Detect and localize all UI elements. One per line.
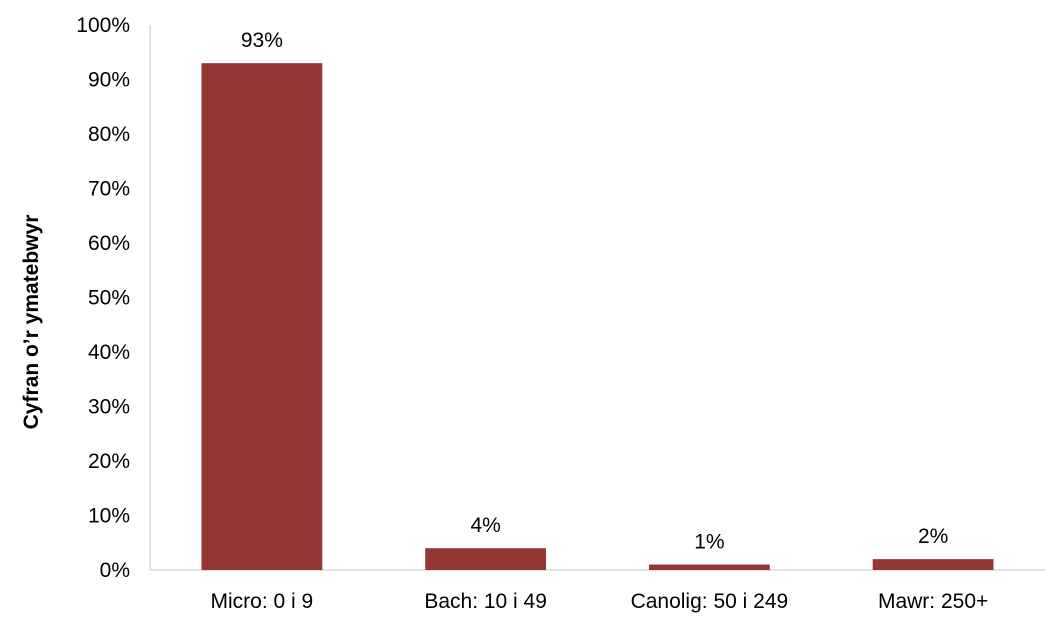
data-label: 2% — [918, 525, 948, 548]
y-tick-label: 30% — [88, 396, 130, 419]
y-tick-label: 60% — [88, 232, 130, 255]
y-tick-label: 50% — [88, 287, 130, 310]
x-axis-categories: Micro: 0 i 9 Bach: 10 i 49 Canolig: 50 i 2… — [211, 590, 989, 613]
y-tick-label: 100% — [76, 14, 130, 37]
bar — [425, 548, 547, 570]
y-tick-label: 70% — [88, 178, 130, 201]
y-tick-label: 90% — [88, 69, 130, 92]
x-category-label: Canolig: 50 i 249 — [631, 590, 789, 613]
data-label: 4% — [470, 514, 500, 537]
x-category-label: Bach: 10 i 49 — [424, 590, 547, 613]
data-label: 1% — [694, 531, 724, 554]
y-axis-title: Cyfran o’r ymatebwyr — [20, 215, 43, 430]
x-category-label: Micro: 0 i 9 — [211, 590, 314, 613]
data-label: 93% — [241, 29, 283, 52]
bar — [648, 564, 770, 570]
y-tick-label: 80% — [88, 123, 130, 146]
y-tick-label: 10% — [88, 505, 130, 528]
y-tick-label: 0% — [100, 559, 130, 582]
y-axis-ticks: 0% 10% 20% 30% 40% 50% 60% 70% 80% 90% 100% — [76, 14, 130, 582]
x-category-label: Mawr: 250+ — [878, 590, 988, 613]
bar — [872, 559, 994, 570]
y-axis-title-group: Cyfran o’r ymatebwyr — [20, 215, 43, 430]
y-tick-label: 20% — [88, 450, 130, 473]
bar — [201, 63, 323, 571]
y-tick-label: 40% — [88, 341, 130, 364]
data-labels: 93% 4% 1% 2% — [241, 29, 948, 553]
bars — [201, 63, 994, 571]
